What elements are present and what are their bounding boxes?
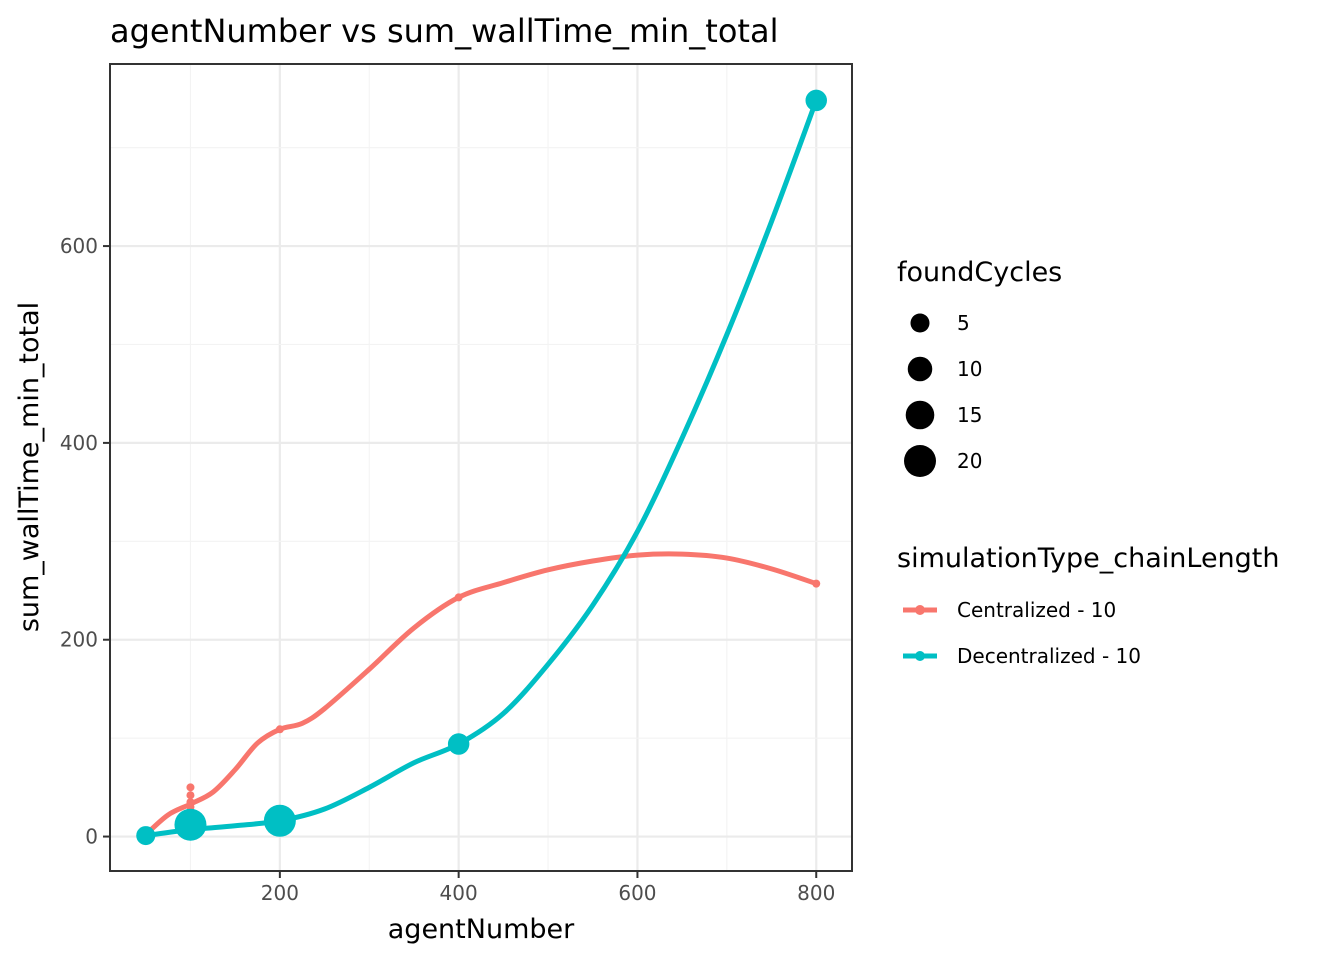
data-points bbox=[136, 89, 827, 846]
size-legend-key bbox=[905, 400, 935, 430]
color-legend-title: simulationType_chainLength bbox=[897, 543, 1280, 574]
y-axis: 0 200 400 600 bbox=[60, 234, 110, 849]
size-legend-key bbox=[910, 313, 930, 333]
color-legend-key-point bbox=[915, 605, 925, 615]
size-legend: foundCycles 5 10 15 20 bbox=[897, 257, 1062, 477]
x-tick-label: 800 bbox=[797, 881, 835, 905]
x-axis: 200 400 600 800 bbox=[261, 871, 835, 905]
data-point-decentralized-10 bbox=[447, 733, 470, 755]
y-tick-label: 0 bbox=[85, 825, 98, 849]
size-legend-label: 5 bbox=[957, 311, 970, 335]
smooth-line-centralized-10 bbox=[143, 551, 819, 838]
data-point-decentralized-10 bbox=[263, 804, 296, 837]
size-legend-label: 10 bbox=[957, 357, 982, 381]
y-tick-label: 600 bbox=[60, 234, 98, 258]
data-point-decentralized-10 bbox=[174, 808, 207, 841]
color-legend-label: Decentralized - 10 bbox=[957, 644, 1141, 668]
color-legend-key-point bbox=[915, 651, 925, 661]
data-point-decentralized-10 bbox=[136, 826, 156, 846]
y-tick-label: 200 bbox=[60, 628, 98, 652]
panel-border bbox=[109, 63, 853, 872]
data-point-centralized-10 bbox=[275, 725, 284, 734]
data-point-decentralized-10 bbox=[805, 89, 827, 112]
x-tick-label: 200 bbox=[261, 881, 299, 905]
color-legend-label: Centralized - 10 bbox=[957, 598, 1116, 622]
y-tick-label: 400 bbox=[60, 431, 98, 455]
smooth-line-decentralized-10 bbox=[143, 97, 819, 839]
data-point-centralized-10 bbox=[186, 791, 195, 800]
grid bbox=[110, 64, 852, 871]
size-legend-key bbox=[907, 356, 933, 382]
smooth-lines bbox=[143, 97, 819, 839]
size-legend-key bbox=[904, 445, 936, 477]
x-tick-label: 600 bbox=[618, 881, 656, 905]
x-axis-title: agentNumber bbox=[388, 914, 575, 945]
size-legend-title: foundCycles bbox=[897, 257, 1062, 288]
data-point-centralized-10 bbox=[186, 798, 195, 807]
size-legend-label: 20 bbox=[957, 449, 982, 473]
chart-title: agentNumber vs sum_wallTime_min_total bbox=[110, 12, 778, 50]
color-legend: simulationType_chainLength Centralized -… bbox=[897, 543, 1280, 668]
data-point-centralized-10 bbox=[812, 579, 821, 588]
data-point-centralized-10 bbox=[454, 593, 463, 602]
size-legend-label: 15 bbox=[957, 403, 982, 427]
x-tick-label: 400 bbox=[440, 881, 478, 905]
y-axis-title: sum_wallTime_min_total bbox=[14, 302, 45, 632]
data-point-centralized-10 bbox=[186, 783, 195, 792]
